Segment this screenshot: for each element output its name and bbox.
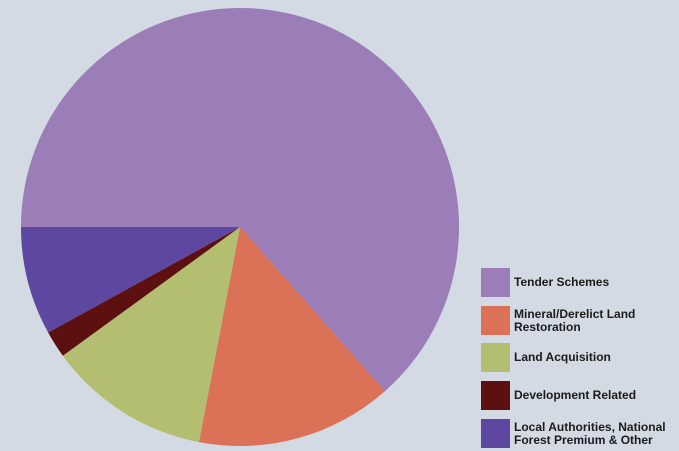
- legend-item-local-authorities-national-forest-premium-other: Local Authorities, National Forest Premi…: [481, 419, 666, 448]
- legend-label-tender-schemes: Tender Schemes: [514, 275, 610, 289]
- legend-item-land-acquisition: Land Acquisition: [481, 343, 611, 372]
- legend-swatch-local-authorities-national-forest-premium-other: [481, 419, 510, 448]
- pie-slice-tender-schemes: [21, 8, 459, 392]
- legend-swatch-tender-schemes: [481, 268, 510, 297]
- legend-item-tender-schemes: Tender Schemes: [481, 268, 609, 297]
- legend-label-land-acquisition: Land Acquisition: [514, 350, 611, 364]
- pie-slice-mineral-derelict-land-restoration: [198, 227, 385, 446]
- legend-label-mineral-derelict-land-restoration: Mineral/Derelict Land Restoration: [514, 306, 636, 334]
- legend-swatch-mineral-derelict-land-restoration: [481, 306, 510, 335]
- pie-slice-land-acquisition: [62, 227, 240, 443]
- legend-item-development-related: Development Related: [481, 381, 636, 410]
- legend-item-mineral-derelict-land-restoration: Mineral/Derelict Land Restoration: [481, 306, 635, 335]
- legend-swatch-development-related: [481, 381, 510, 410]
- pie-slice-local-authorities-national-forest-premium-other: [21, 227, 240, 333]
- pie-slice-development-related: [48, 227, 240, 356]
- legend-label-local-authorities-national-forest-premium-other: Local Authorities, National Forest Premi…: [514, 419, 666, 447]
- legend-label-development-related: Development Related: [514, 388, 637, 402]
- legend-swatch-land-acquisition: [481, 343, 510, 372]
